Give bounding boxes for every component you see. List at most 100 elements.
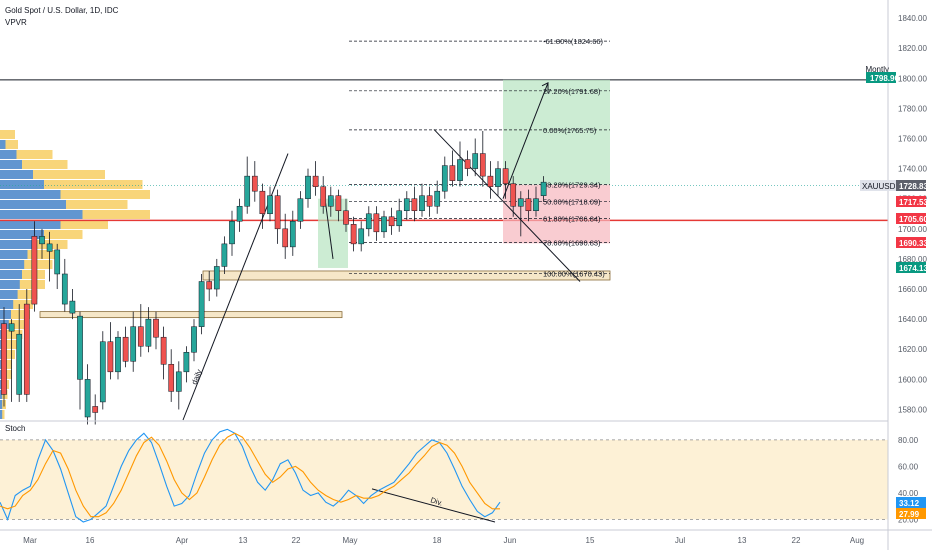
price-tick-label: 1620.00 [898,345,927,354]
stoch-d-value: 27.99 [899,510,920,519]
candle-body [457,159,463,181]
stoch-k-value: 33.12 [899,499,920,508]
fib-level-label: 50.00%(1718.09) [543,198,601,207]
candle-body [16,333,23,395]
candle-body [221,243,228,267]
stoch-panel [0,439,888,520]
candle-body [153,318,159,338]
candle-body [77,315,83,380]
candle-body [191,326,197,353]
candle-body [160,336,167,365]
price-tick-label: 1740.00 [898,165,927,174]
time-tick-label: 13 [239,536,248,545]
time-tick-label: 18 [433,536,442,545]
candle-body [396,210,403,227]
vpvr-bar-down [0,300,14,309]
candle-body [54,249,61,275]
vpvr-bar-up [0,410,5,419]
candle-body [115,336,121,373]
candle-body [46,243,53,252]
candle-body [244,175,251,207]
vpvr-bar-down [0,310,11,319]
candle-body [259,190,266,215]
candle-body [31,236,38,305]
vpvr-bar-up [0,260,53,269]
time-tick-label: Jun [504,536,517,545]
price-tick-label: 1680.00 [898,255,927,264]
time-tick-label: Jul [675,536,685,545]
vpvr-bar-down [0,240,33,249]
price-tick-label: 1700.00 [898,225,927,234]
vpvr-bar-up [0,300,33,309]
fib-level-label: 0.00%(1765.75) [543,126,597,135]
vpvr-bar-up [0,250,60,259]
candle-body [365,213,372,230]
candle-body [267,195,273,215]
candle-body [510,183,517,207]
candle-body [23,303,30,395]
stoch-tick-label: 60.00 [898,462,919,471]
candle-body [236,205,243,222]
vpvr-bar-up [0,180,143,189]
candle-body [479,153,486,177]
stoch-tick-label: 80.00 [898,436,919,445]
indicator-label[interactable]: VPVR [5,18,27,27]
xauusd-price-value: 1728.83 [899,182,928,191]
volume-profile [0,130,150,419]
candle-body [213,266,220,290]
vpvr-bar-down [0,290,18,299]
monthly-price-badge: 1798.96 [866,72,899,83]
candle-body [107,341,114,373]
vpvr-bar-down [0,280,20,289]
candle-body [168,364,175,392]
daily-annotation: daily [190,368,204,386]
candle-body [145,318,152,347]
vpvr-bar-down [0,230,44,239]
candle-body [122,336,129,362]
candle-body [327,195,334,207]
candle-body [39,236,45,245]
vpvr-bar-down [0,400,3,409]
down-arrow [324,198,334,259]
price-tick-label: 1640.00 [898,315,927,324]
candle-body [472,153,479,169]
time-tick-label: May [342,536,357,545]
red-line-value: 1705.60 [899,215,928,224]
vpvr-bar-down [0,150,17,159]
candle-body [320,186,327,207]
price-tick-label: 1800.00 [898,74,927,83]
vpvr-bar-down [0,140,6,149]
candle-body [403,198,410,212]
candle-body [69,300,76,314]
vpvr-bar-down [0,260,25,269]
candle-body [343,210,349,225]
projection-arrow [502,82,549,199]
time-tick-label: 15 [586,536,595,545]
time-tick-label: Aug [850,536,864,545]
xauusd-price-badge: XAUUSD 1728.83 [860,180,928,191]
divergence-line [371,488,496,523]
stop-bottom-badge: 1690.33 [896,237,928,248]
stoch-title[interactable]: Stoch [5,424,25,433]
candle-body [525,198,532,212]
vpvr-bar-up [0,150,53,159]
vpvr-bar-down [0,210,83,219]
green-low-badge: 1674.13 [896,262,928,273]
candle-body [426,195,433,207]
candle-body [495,168,501,187]
vpvr-bar-up [0,170,105,179]
candlestick-series [1,130,547,425]
stop-top-value: 1717.53 [899,198,928,207]
symbol-title[interactable]: Gold Spot / U.S. Dollar, 1D, IDC [5,6,119,15]
candle-body [8,323,15,332]
fib-level-label: 38.20%(1729.34) [543,181,601,190]
candle-body [274,195,281,230]
vpvr-bar-up [0,190,150,199]
vpvr-bar-down [0,170,33,179]
price-tick-label: 1660.00 [898,285,927,294]
vpvr-bar-up [0,140,18,149]
stoch-tick-label: 40.00 [898,489,919,498]
price-tick-label: 1840.00 [898,14,927,23]
candle-body [1,323,7,395]
